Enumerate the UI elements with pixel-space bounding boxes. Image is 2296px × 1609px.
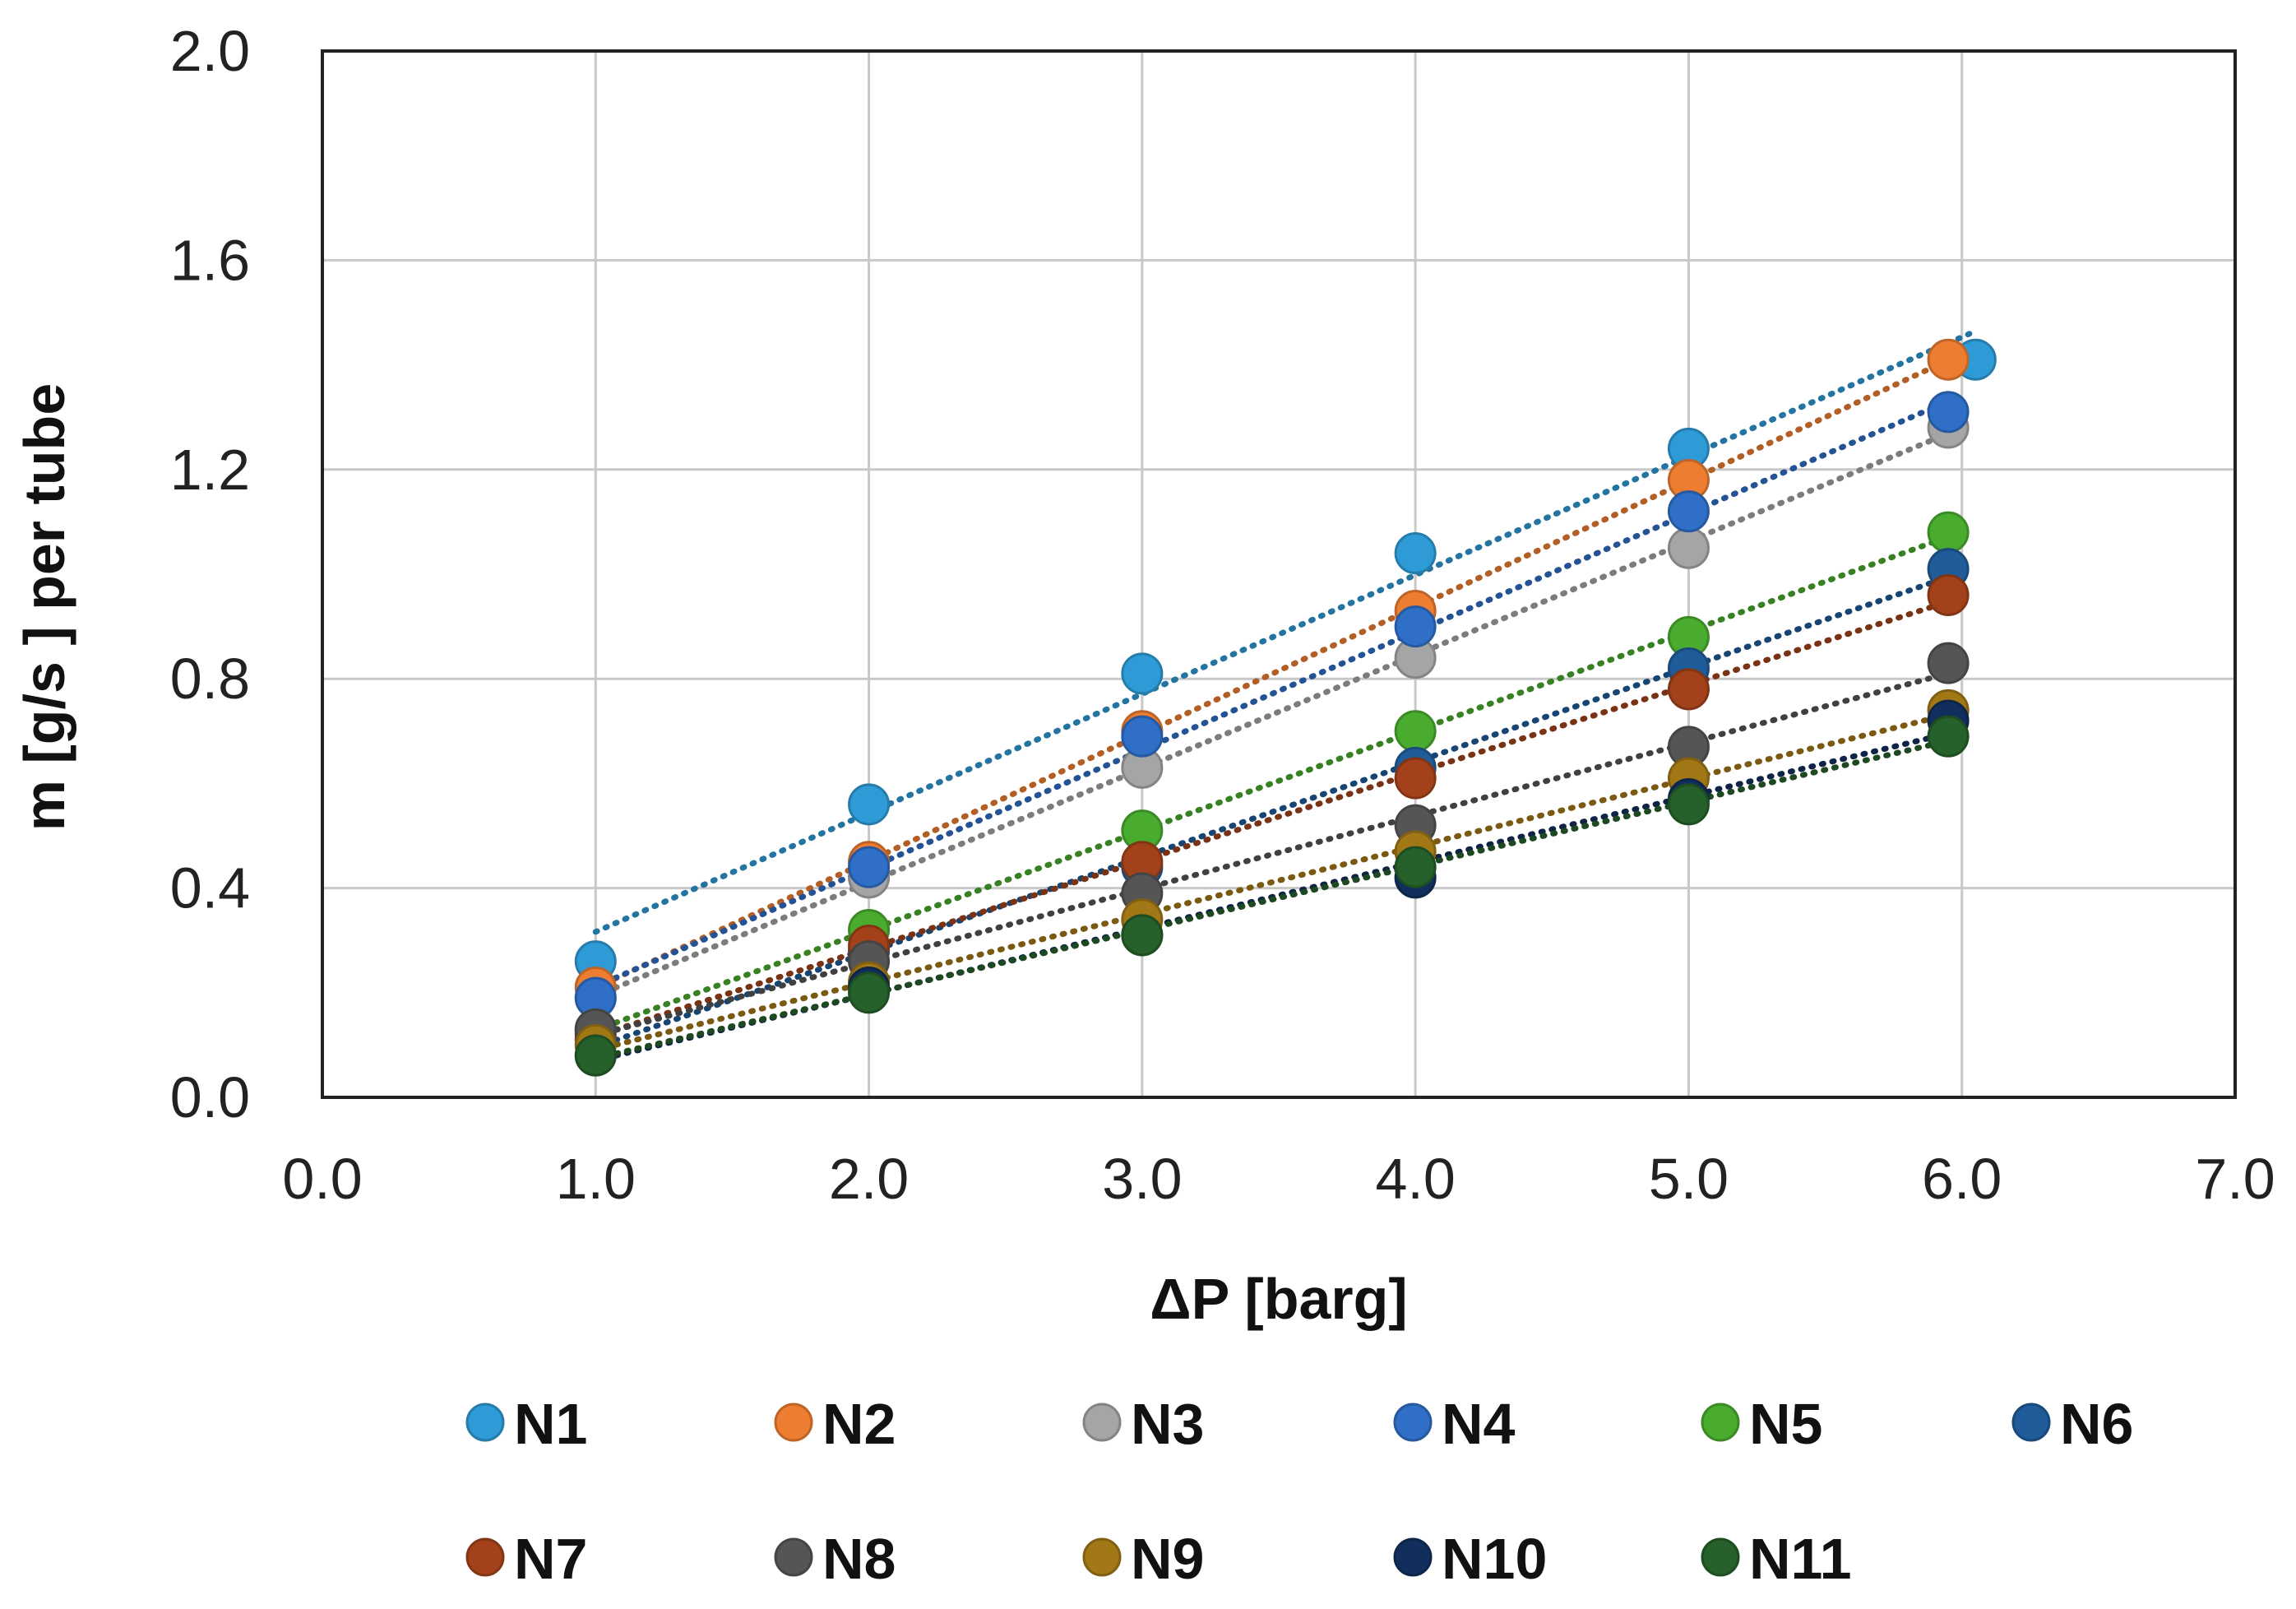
point-n1	[1394, 532, 1437, 575]
point-n4	[1927, 391, 1970, 434]
legend-item-n10: N10	[1393, 1527, 1547, 1591]
legend-marker	[1082, 1403, 1122, 1442]
legend-label: N2	[822, 1392, 896, 1456]
legend-label: N3	[1131, 1392, 1204, 1456]
legend-item-n8: N8	[774, 1527, 896, 1591]
x-axis-title: ΔP [barg]	[1150, 1267, 1408, 1331]
legend-item-n6: N6	[2011, 1392, 2133, 1456]
plot-area-frame	[321, 49, 2237, 1099]
x-tick-label: 5.0	[1649, 1147, 1729, 1211]
point-n1	[848, 783, 891, 826]
x-tick-label: 7.0	[2195, 1147, 2275, 1211]
trendline-n8	[592, 670, 1951, 1039]
y-tick-label: 0.4	[170, 856, 250, 920]
x-tick-label: 2.0	[829, 1147, 909, 1211]
trendline-n5	[592, 533, 1951, 1033]
legend-label: N9	[1131, 1527, 1204, 1591]
trendline-n3	[592, 430, 1951, 999]
point-n7	[1927, 573, 1970, 616]
trendline-n1	[592, 328, 1979, 935]
trendline-n2	[592, 357, 1951, 991]
y-axis-title: m [g/s ] per tube	[12, 383, 76, 831]
legend-item-n7: N7	[465, 1527, 587, 1591]
legend-item-n4: N4	[1393, 1392, 1516, 1456]
point-n4	[1394, 605, 1437, 648]
point-n2	[1927, 338, 1970, 381]
y-tick-label: 0.8	[170, 647, 250, 711]
x-tick-label: 0.0	[282, 1147, 362, 1211]
y-tick-label: 1.2	[170, 438, 250, 502]
x-tick-label: 4.0	[1375, 1147, 1455, 1211]
point-n11	[1394, 846, 1437, 888]
point-n7	[1394, 757, 1437, 800]
point-n4	[1667, 490, 1710, 533]
legend-label: N8	[822, 1527, 896, 1591]
legend: N1 N2 N3 N4 N5 N6 N7 N8 N9 N10 N11	[465, 1392, 2133, 1591]
x-tick-label: 6.0	[1922, 1147, 2002, 1211]
legend-label: N4	[1442, 1392, 1516, 1456]
point-n8	[1927, 642, 1970, 684]
legend-label: N10	[1442, 1527, 1547, 1591]
legend-item-n11: N11	[1701, 1527, 1852, 1591]
point-n11	[1121, 914, 1164, 957]
legend-label: N1	[514, 1392, 587, 1456]
trendline-n11	[592, 738, 1951, 1062]
trendline-n6	[592, 573, 1951, 1050]
legend-marker	[465, 1403, 505, 1442]
legend-item-n2: N2	[774, 1392, 896, 1456]
trendline-n9	[592, 712, 1951, 1053]
legend-item-n1: N1	[465, 1392, 587, 1456]
legend-label: N11	[1749, 1527, 1852, 1591]
trendline-n4	[592, 398, 1951, 990]
x-tick-label: 3.0	[1102, 1147, 1182, 1211]
legend-marker	[774, 1537, 813, 1577]
legend-marker	[465, 1537, 505, 1577]
y-tick-label: 1.6	[170, 228, 250, 292]
legend-marker	[1393, 1403, 1433, 1442]
trendline-n7	[592, 598, 1951, 1040]
point-n11	[1667, 783, 1710, 826]
legend-marker	[1082, 1537, 1122, 1577]
point-n11	[848, 971, 891, 1014]
legend-marker	[2011, 1403, 2051, 1442]
x-tick-label: 1.0	[556, 1147, 636, 1211]
legend-marker	[774, 1403, 813, 1442]
legend-label: N6	[2060, 1392, 2133, 1456]
y-tick-label: 2.0	[170, 19, 250, 83]
point-n4	[1121, 715, 1164, 758]
legend-marker	[1701, 1403, 1740, 1442]
legend-marker	[1393, 1537, 1433, 1577]
point-n4	[848, 846, 891, 888]
trendlines	[592, 328, 1979, 1064]
legend-item-n9: N9	[1082, 1527, 1204, 1591]
legend-item-n3: N3	[1082, 1392, 1204, 1456]
legend-label: N5	[1749, 1392, 1822, 1456]
legend-marker	[1701, 1537, 1740, 1577]
y-tick-label: 0.0	[170, 1065, 250, 1129]
point-n1	[1121, 652, 1164, 695]
point-n11	[1927, 715, 1970, 758]
point-n5	[1927, 511, 1970, 554]
legend-label: N7	[514, 1527, 587, 1591]
point-n3	[1667, 526, 1710, 569]
legend-item-n5: N5	[1701, 1392, 1822, 1456]
data-points	[574, 338, 1997, 1077]
axis-tick-labels: 0.0 1.0 2.0 3.0 4.0 5.0 6.0 7.0 0.0 0.4 0.8 1.2 1.6 2…	[170, 19, 2275, 1211]
point-n5	[1394, 710, 1437, 753]
point-n11	[574, 1034, 617, 1077]
point-n7	[1667, 668, 1710, 711]
